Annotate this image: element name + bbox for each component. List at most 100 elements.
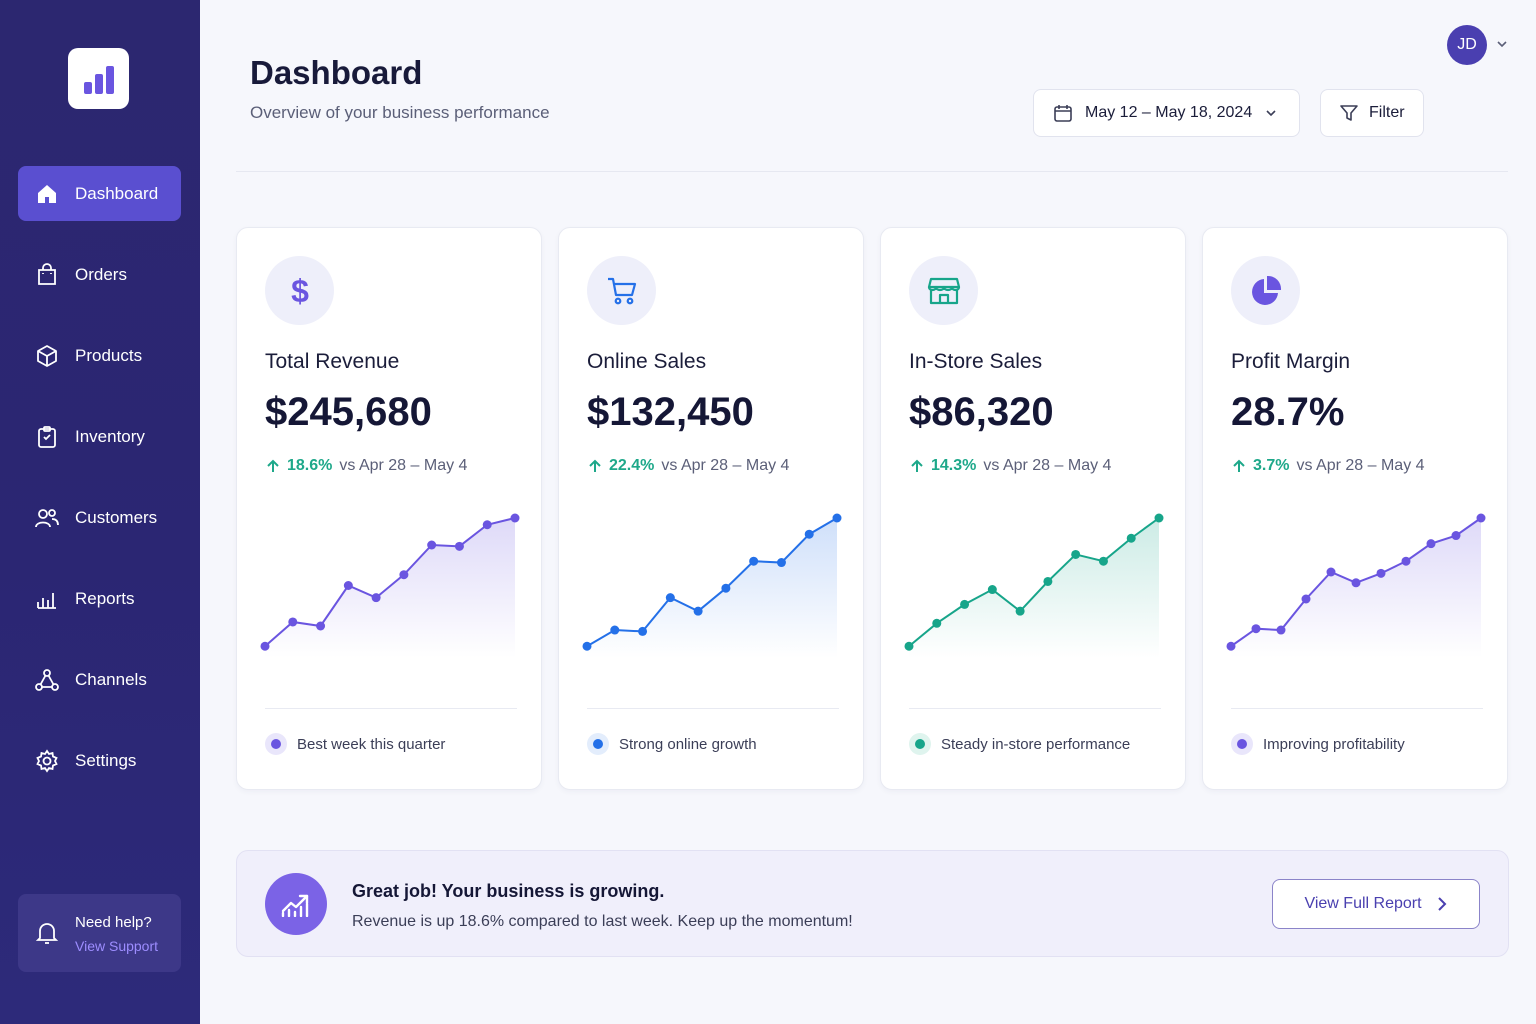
date-range-picker[interactable]: May 12 – May 18, 2024 [1033,89,1300,137]
card-note: Improving profitability [1231,733,1405,755]
card-title: In-Store Sales [909,350,1043,373]
sparkline-area [909,518,1159,658]
view-support-link[interactable]: View Support [75,938,159,954]
sidebar-item-dashboard[interactable]: Dashboard [18,166,181,221]
sidebar-item-label: Reports [75,588,135,608]
card-divider [1231,708,1483,709]
change-percent: 14.3% [931,457,977,474]
view-full-report-button[interactable]: View Full Report [1272,879,1480,929]
calendar-icon [1054,105,1072,122]
card-divider [587,708,839,709]
sparkline-point [987,585,997,595]
sparkline-point [399,570,409,580]
status-dot [1231,733,1253,755]
card-title: Online Sales [587,350,707,373]
status-dot [909,733,931,755]
sparkline-area [265,518,515,658]
card-divider [265,708,517,709]
sidebar-item-reports[interactable]: Reports [18,571,181,626]
page-title: Dashboard [250,54,423,91]
card-change: 3.7% vs Apr 28 – May 4 [1231,457,1425,475]
sidebar-item-label: Inventory [75,426,145,446]
change-percent: 3.7% [1253,457,1290,474]
avatar[interactable]: JD [1447,25,1487,65]
sparkline-point [1426,539,1436,549]
sidebar-item-customers[interactable]: Customers [18,490,181,545]
sparkline-point [1451,531,1461,541]
card-divider [909,708,1161,709]
sidebar-item-settings[interactable]: Settings [18,733,181,788]
chevron-down-icon[interactable] [1495,37,1509,51]
change-compare: vs Apr 28 – May 4 [1296,457,1425,474]
sparkline-point [1276,625,1286,635]
date-range-label: May 12 – May 18, 2024 [1085,104,1253,121]
card-profit-margin: Profit Margin 28.7% 3.7% vs Apr 28 – May… [1202,227,1508,790]
sparkline-point [960,599,970,609]
card-note: Best week this quarter [265,733,445,755]
sparkline-point [1015,606,1025,616]
report-button-label: View Full Report [1304,895,1422,912]
chevron-down-icon [1266,110,1276,117]
sparkline-point [1098,556,1108,566]
sparkline-point [721,583,731,593]
cart-icon [587,256,656,325]
sparkline-point [343,581,353,590]
sparkline-point [638,626,648,636]
card-change: 14.3% vs Apr 28 – May 4 [909,457,1111,475]
change-compare: vs Apr 28 – May 4 [339,457,468,474]
help-card: Need help? View Support [18,894,181,972]
card-change: 22.4% vs Apr 28 – May 4 [587,457,789,475]
sidebar-item-inventory[interactable]: Inventory [18,409,181,464]
home-icon [34,181,60,207]
card-value: 28.7% [1231,390,1345,434]
card-note: Steady in-store performance [909,733,1130,755]
arrow-up-icon [1233,459,1245,472]
sidebar-item-channels[interactable]: Channels [18,652,181,707]
shopping-bag-icon [34,262,60,288]
sparkline-point [454,541,464,551]
app-logo[interactable] [68,48,129,109]
status-dot [587,733,609,755]
sparkline-point [1251,624,1261,634]
card-in-store-sales: In-Store Sales $86,320 14.3% vs Apr 28 –… [880,227,1186,790]
sparkline-chart [260,513,520,658]
sparkline-line [586,517,838,648]
sparkline-point [610,625,620,635]
sidebar-item-label: Customers [75,507,158,527]
banner-title: Great job! Your business is growing. [352,881,665,901]
arrow-up-icon [911,459,923,472]
sparkline-point [1351,578,1361,588]
arrow-up-icon [267,459,279,472]
help-title: Need help? [75,914,152,931]
sparkline-point [1043,576,1053,586]
sidebar-item-label: Settings [75,750,137,770]
sparkline-point [427,540,437,550]
filter-label: Filter [1369,104,1405,121]
growth-banner: Great job! Your business is growing. Rev… [236,850,1509,957]
sidebar: Dashboard Orders Products Inventory Cust… [0,0,200,1024]
clipboard-icon [34,424,60,450]
sparkline-point [371,593,381,603]
sidebar-item-label: Channels [75,669,147,689]
sidebar-item-label: Orders [75,264,127,284]
sparkline-point [932,618,942,628]
network-icon [34,667,60,693]
sparkline-point [665,593,675,603]
sparkline-chart [582,513,842,658]
sidebar-item-label: Products [75,345,143,365]
sidebar-item-orders[interactable]: Orders [18,247,181,302]
sidebar-item-products[interactable]: Products [18,328,181,383]
card-note: Strong online growth [587,733,757,755]
dollar-icon: $ [265,256,334,325]
bar-chart-icon [83,65,114,94]
gear-icon [34,748,60,774]
card-change: 18.6% vs Apr 28 – May 4 [265,457,467,475]
sparkline-point [1071,549,1081,559]
filter-button[interactable]: Filter [1320,89,1424,137]
filter-icon [1340,105,1358,121]
chevron-right-icon [1437,897,1446,911]
card-total-revenue: $ Total Revenue $245,680 18.6% vs Apr 28… [236,227,542,790]
sparkline-point [1301,594,1311,604]
sparkline-point [260,641,270,651]
card-online-sales: Online Sales $132,450 22.4% vs Apr 28 – … [558,227,864,790]
